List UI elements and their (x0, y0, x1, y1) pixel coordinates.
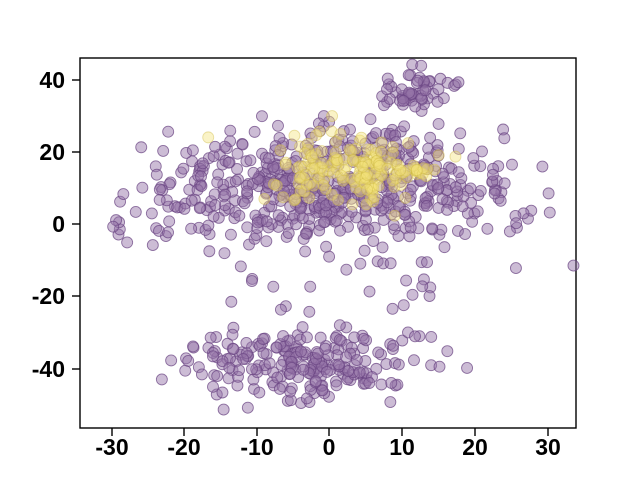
svg-text:40: 40 (39, 67, 65, 93)
svg-text:-40: -40 (32, 356, 65, 382)
svg-text:-10: -10 (240, 434, 273, 460)
svg-text:0: 0 (52, 211, 65, 237)
svg-text:-20: -20 (32, 283, 65, 309)
svg-text:20: 20 (39, 139, 65, 165)
svg-text:-30: -30 (95, 434, 128, 460)
svg-text:0: 0 (323, 434, 336, 460)
svg-text:20: 20 (462, 434, 488, 460)
svg-text:30: 30 (535, 434, 561, 460)
svg-text:-20: -20 (167, 434, 200, 460)
svg-text:10: 10 (389, 434, 415, 460)
